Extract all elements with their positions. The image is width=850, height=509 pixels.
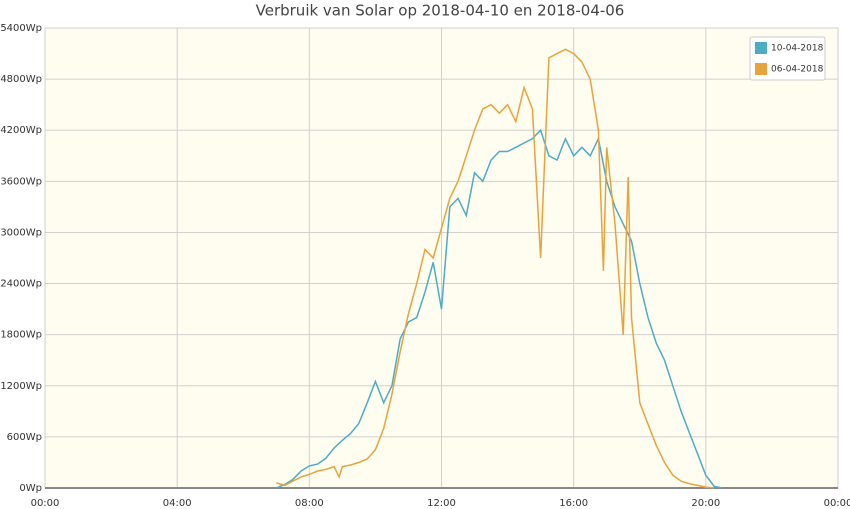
chart-title: Verbruik van Solar op 2018-04-10 en 2018… — [256, 2, 625, 20]
x-tick-label: 20:00 — [691, 498, 720, 509]
x-tick-label: 16:00 — [559, 498, 588, 509]
x-tick-label: 04:00 — [163, 498, 192, 509]
legend-swatch — [755, 42, 767, 54]
y-tick-label: 1800Wp — [0, 330, 42, 341]
y-tick-label: 1200Wp — [0, 381, 42, 392]
y-tick-label: 3600Wp — [0, 176, 42, 187]
legend-label: 06-04-2018 — [771, 65, 824, 75]
series-line — [276, 48, 715, 489]
x-tick-label: 12:00 — [427, 498, 456, 509]
y-tick-label: 2400Wp — [0, 279, 42, 290]
y-tick-label: 5400Wp — [0, 23, 42, 34]
x-tick-label: 08:00 — [295, 498, 324, 509]
legend-label: 10-04-2018 — [771, 44, 824, 54]
x-tick-label: 00:00 — [31, 498, 60, 509]
legend-box — [749, 36, 826, 81]
y-tick-label: 4800Wp — [0, 74, 42, 85]
y-tick-label: 0Wp — [19, 483, 42, 494]
y-tick-label: 600Wp — [7, 432, 42, 443]
y-tick-label: 4200Wp — [0, 125, 42, 136]
y-tick-label: 3000Wp — [0, 227, 42, 238]
x-tick-label: 00:00 — [824, 498, 850, 509]
series-line — [276, 128, 723, 489]
legend-swatch — [755, 63, 767, 75]
